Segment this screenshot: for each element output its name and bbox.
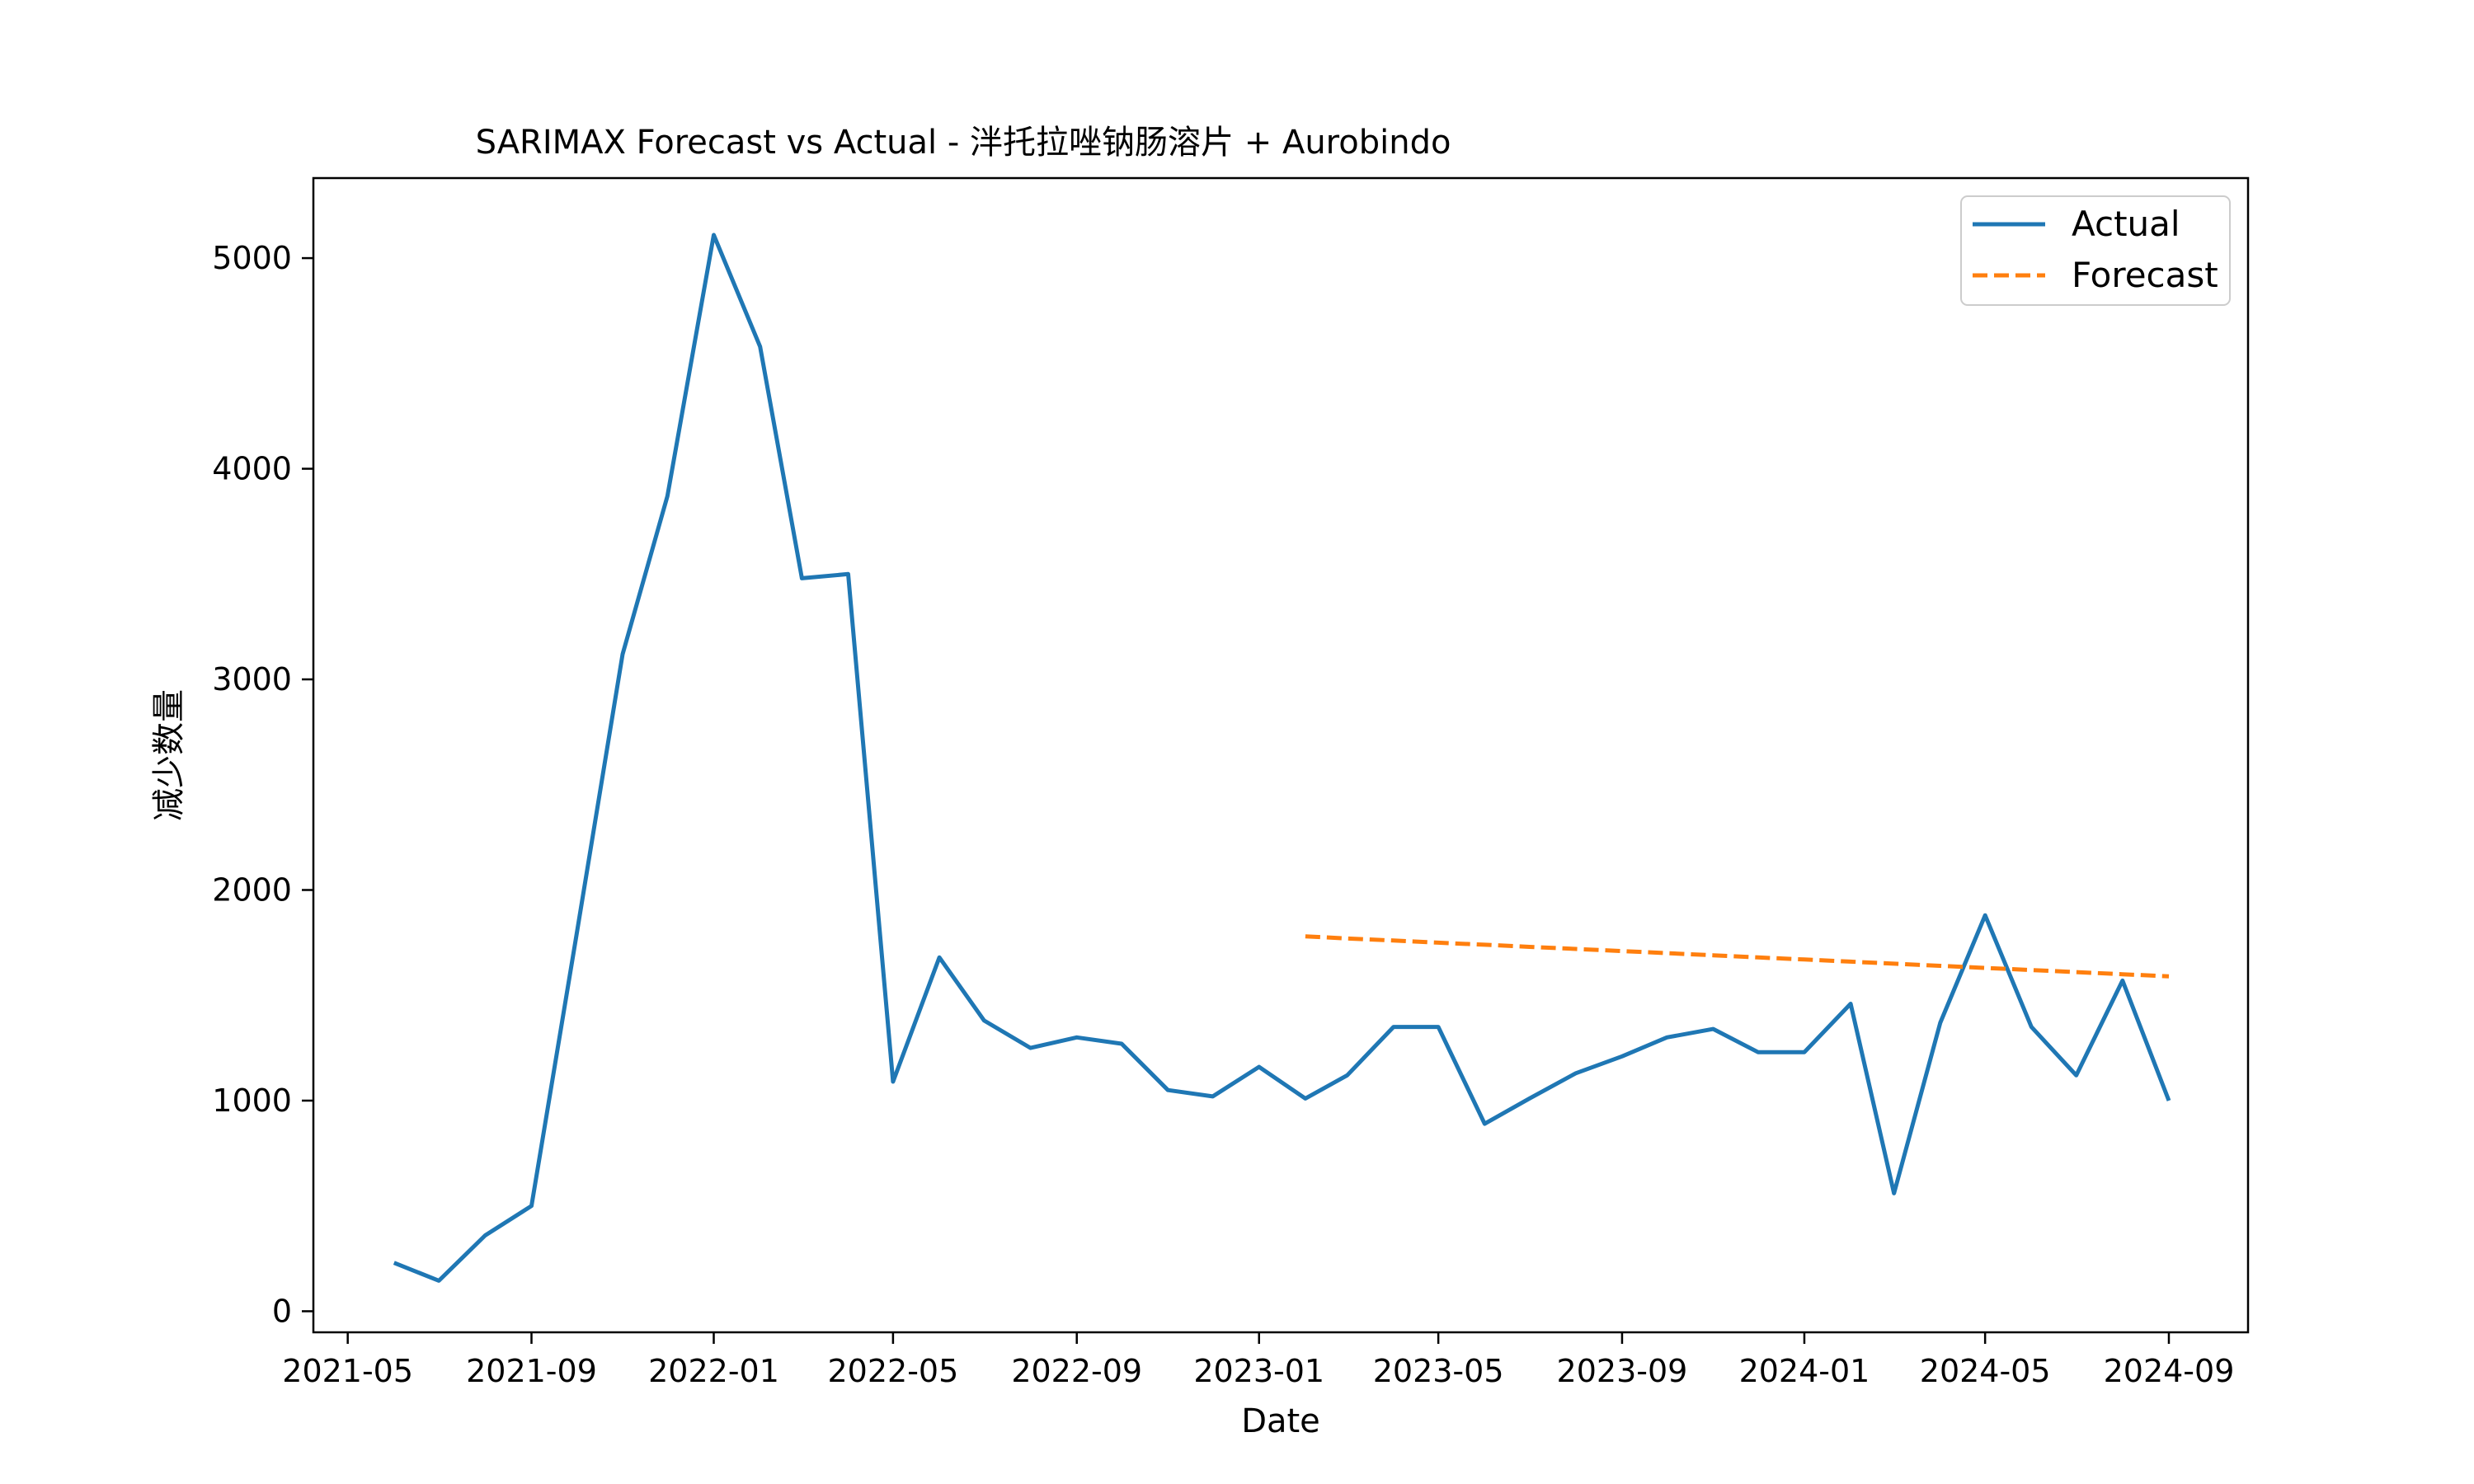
legend-label-actual: Actual (2072, 204, 2180, 244)
data-point-actual (1483, 1122, 1487, 1126)
data-point-actual (1075, 1036, 1079, 1040)
series-line-forecast (1305, 934, 2170, 979)
data-point-forecast (1573, 947, 1578, 951)
y-axis: 0 1000 2000 3000 4000 5000 (212, 240, 313, 1329)
x-tick-label: 2024-09 (2104, 1353, 2235, 1389)
data-point-forecast (1665, 951, 1669, 956)
data-point-actual (1573, 1071, 1578, 1075)
legend: Actual Forecast (1960, 195, 2231, 306)
data-point-forecast (2167, 974, 2171, 979)
data-point-actual (1756, 1050, 1760, 1054)
data-point-actual (846, 572, 850, 576)
data-point-forecast (1983, 966, 1987, 970)
data-point-actual (2030, 1025, 2034, 1029)
data-point-actual (1620, 1054, 1624, 1059)
data-point-actual (1120, 1042, 1124, 1046)
y-tick-label: 3000 (212, 661, 292, 697)
data-point-actual (1437, 1025, 1441, 1029)
data-point-forecast (1711, 953, 1715, 957)
x-tick-label: 2023-01 (1193, 1353, 1324, 1389)
x-tick-label: 2022-01 (648, 1353, 779, 1389)
data-point-actual (1849, 1002, 1853, 1006)
data-point-actual (758, 345, 762, 349)
data-point-actual (938, 956, 942, 960)
data-point-actual (666, 494, 670, 498)
data-point-forecast (2030, 968, 2034, 972)
data-point-actual (529, 1204, 534, 1208)
data-point-forecast (1527, 945, 1531, 949)
data-point-actual (483, 1233, 487, 1237)
data-point-actual (1211, 1094, 1215, 1098)
data-point-forecast (2120, 972, 2124, 976)
x-tick-label: 2022-05 (828, 1353, 959, 1389)
data-point-actual (1983, 913, 1987, 918)
data-point-forecast (1303, 934, 1307, 938)
y-tick-label: 0 (272, 1293, 292, 1329)
x-tick-label: 2023-05 (1373, 1353, 1504, 1389)
data-point-forecast (1803, 957, 1807, 961)
data-point-actual (982, 1018, 986, 1022)
x-tick-label: 2022-09 (1011, 1353, 1142, 1389)
data-point-forecast (1391, 938, 1395, 942)
data-point-forecast (1938, 964, 1942, 968)
y-tick-label: 2000 (212, 872, 292, 909)
x-axis: 2021-05 2021-09 2022-01 2022-05 2022-09 2023-… (282, 1332, 2234, 1389)
data-point-actual (1303, 1097, 1307, 1101)
data-point-actual (2167, 1099, 2171, 1103)
data-point-actual (1257, 1065, 1261, 1069)
data-point-actual (891, 1080, 895, 1084)
data-point-actual (1803, 1050, 1807, 1054)
data-point-actual (574, 934, 578, 938)
data-point-forecast (1756, 956, 1760, 960)
data-point-forecast (1849, 960, 1853, 964)
x-tick-label: 2023-09 (1557, 1353, 1688, 1389)
data-point-actual (712, 233, 716, 237)
y-tick-label: 4000 (212, 451, 292, 487)
data-point-actual (1166, 1088, 1170, 1092)
data-point-forecast (2074, 970, 2078, 974)
data-point-forecast (1437, 941, 1441, 945)
data-point-actual (1711, 1027, 1715, 1031)
data-point-actual (392, 1261, 396, 1265)
plot-frame (312, 176, 2250, 1334)
series-line-actual (393, 232, 2171, 1283)
data-point-actual (1345, 1073, 1349, 1078)
y-axis-label: 减少数量 (150, 689, 188, 821)
x-axis-label: Date (1241, 1402, 1320, 1440)
data-point-actual (621, 652, 625, 656)
x-tick-label: 2024-01 (1739, 1353, 1870, 1389)
data-point-actual (2074, 1073, 2078, 1078)
data-point-actual (1665, 1036, 1669, 1040)
y-tick-label: 1000 (212, 1082, 292, 1119)
data-point-actual (1391, 1025, 1395, 1029)
plot-area (392, 232, 2171, 1283)
data-point-actual (1028, 1046, 1032, 1050)
data-point-actual (1892, 1191, 1896, 1195)
y-tick-label: 5000 (212, 240, 292, 276)
data-point-forecast (1620, 949, 1624, 953)
x-tick-label: 2021-09 (466, 1353, 597, 1389)
x-tick-label: 2021-05 (282, 1353, 413, 1389)
data-point-forecast (1345, 937, 1349, 941)
data-point-actual (800, 576, 804, 580)
data-point-actual (2120, 979, 2124, 983)
data-point-actual (437, 1279, 441, 1283)
x-tick-label: 2024-05 (1920, 1353, 2051, 1389)
data-point-forecast (1483, 942, 1487, 946)
data-point-actual (1938, 1021, 1942, 1025)
legend-label-forecast: Forecast (2072, 255, 2218, 295)
data-point-actual (1527, 1097, 1531, 1101)
data-point-forecast (1892, 961, 1896, 965)
chart-title: SARIMAX Forecast vs Actual - 泮托拉唑钠肠溶片 + … (476, 124, 1451, 162)
